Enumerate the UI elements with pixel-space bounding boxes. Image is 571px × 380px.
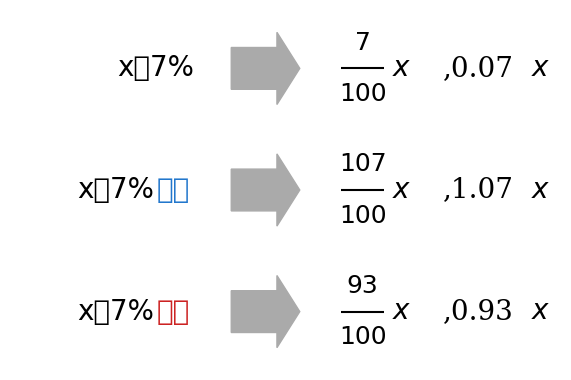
Text: 減少: 減少 (157, 298, 190, 326)
Text: $x$: $x$ (531, 298, 550, 325)
Text: 100: 100 (339, 325, 387, 349)
Text: $x$: $x$ (392, 176, 412, 204)
Text: 107: 107 (339, 152, 387, 176)
Text: 7: 7 (355, 31, 371, 55)
Text: 100: 100 (339, 204, 387, 228)
Text: $x$: $x$ (531, 176, 550, 204)
Text: 増加: 増加 (157, 176, 190, 204)
Text: xの7%: xの7% (77, 298, 154, 326)
Text: ,0.93: ,0.93 (443, 298, 513, 325)
Text: xの7%: xの7% (77, 176, 154, 204)
Text: ,0.07: ,0.07 (443, 55, 513, 82)
Polygon shape (231, 276, 300, 348)
Polygon shape (231, 32, 300, 104)
Text: $x$: $x$ (392, 55, 412, 82)
Text: $x$: $x$ (392, 298, 412, 325)
Text: 93: 93 (347, 274, 379, 298)
Polygon shape (231, 154, 300, 226)
Text: ,1.07: ,1.07 (443, 176, 513, 204)
Text: xの7%: xの7% (117, 54, 194, 82)
Text: $x$: $x$ (531, 55, 550, 82)
Text: 100: 100 (339, 82, 387, 106)
